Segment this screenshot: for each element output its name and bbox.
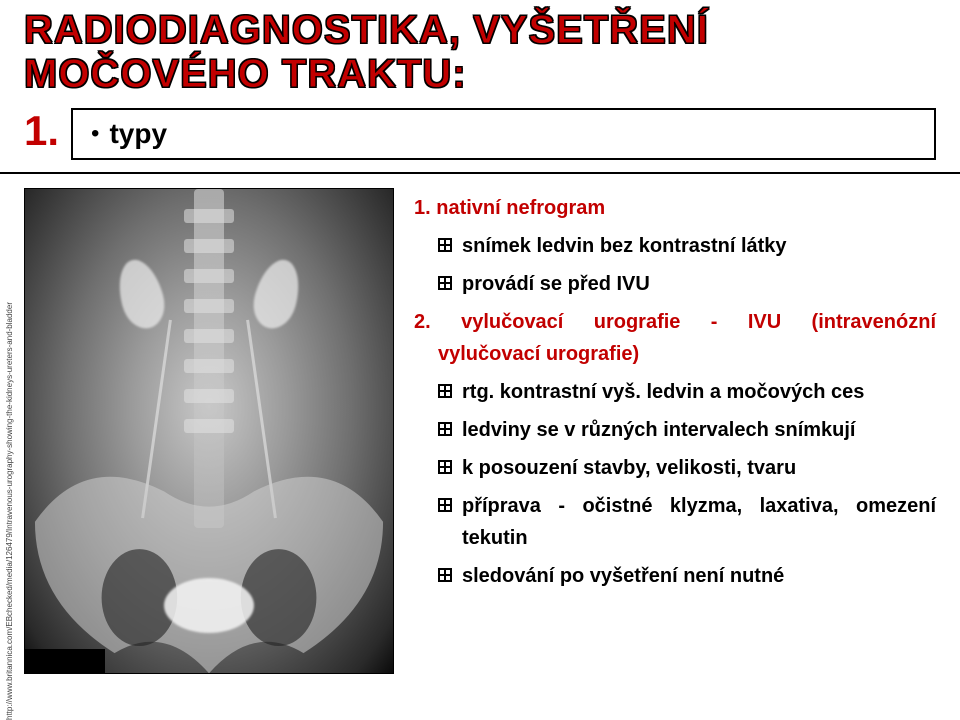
content: http://www.britannica.com/EBchecked/medi… (24, 188, 936, 674)
divider (0, 172, 960, 174)
typy-label: typy (109, 118, 167, 150)
item-1-heading: 1. nativní nefrogram (414, 192, 936, 224)
bullet-icon (438, 568, 452, 582)
bullet-2-text: provádí se před IVU (462, 268, 936, 300)
title-line1: RADIODIAGNOSTIKA, VYŠETŘENÍ (24, 8, 709, 52)
bullet-2: provádí se před IVU (414, 268, 936, 300)
bullet-4-text: ledviny se v různých intervalech snímkuj… (462, 414, 936, 446)
bullet-icon (438, 384, 452, 398)
title-line2: MOČOVÉHO TRAKTU: (24, 52, 467, 96)
bullet-icon (438, 498, 452, 512)
bullet-5-text: k posouzení stavby, velikosti, tvaru (462, 452, 936, 484)
xray-image (24, 188, 394, 674)
item-2-label-b: vylučovací urografie) (438, 343, 639, 365)
bullet-icon (438, 276, 452, 290)
typy-box: • typy (71, 108, 936, 160)
bullet-3: rtg. kontrastní vyš. ledvin a močových c… (414, 376, 936, 408)
image-credit: http://www.britannica.com/EBchecked/medi… (5, 302, 14, 720)
item-2-heading: 2. vylučovací urografie - IVU (intravenó… (414, 306, 936, 370)
bullet-dot: • (91, 120, 99, 148)
bullet-6: příprava - očistné klyzma, laxativa, ome… (414, 490, 936, 554)
bullet-4: ledviny se v různých intervalech snímkuj… (414, 414, 936, 446)
bullet-icon (438, 422, 452, 436)
bullet-3-text: rtg. kontrastní vyš. ledvin a močových c… (462, 376, 936, 408)
bullet-1-text: snímek ledvin bez kontrastní látky (462, 230, 936, 262)
item-2-label-a: vylučovací urografie - IVU (intravenózní (461, 311, 936, 333)
text-column: 1. nativní nefrogram snímek ledvin bez k… (414, 188, 936, 674)
bullet-icon (438, 460, 452, 474)
bullet-7: sledování po vyšetření není nutné (414, 560, 936, 592)
typy-number: 1. (24, 108, 59, 160)
bullet-1: snímek ledvin bez kontrastní látky (414, 230, 936, 262)
typy-row: 1. • typy (24, 108, 936, 160)
item-1-label: nativní nefrogram (436, 197, 605, 219)
image-column: http://www.britannica.com/EBchecked/medi… (24, 188, 394, 674)
bullet-6-text: příprava - očistné klyzma, laxativa, ome… (462, 490, 936, 554)
bullet-7-text: sledování po vyšetření není nutné (462, 560, 936, 592)
item-1-num: 1. (414, 197, 431, 219)
bullet-icon (438, 238, 452, 252)
item-2-num: 2. (414, 311, 431, 333)
bullet-5: k posouzení stavby, velikosti, tvaru (414, 452, 936, 484)
page-title: RADIODIAGNOSTIKA, VYŠETŘENÍ MOČOVÉHO TRA… (24, 8, 709, 96)
